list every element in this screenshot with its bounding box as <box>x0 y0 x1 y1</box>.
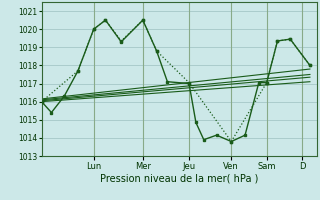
X-axis label: Pression niveau de la mer( hPa ): Pression niveau de la mer( hPa ) <box>100 173 258 183</box>
